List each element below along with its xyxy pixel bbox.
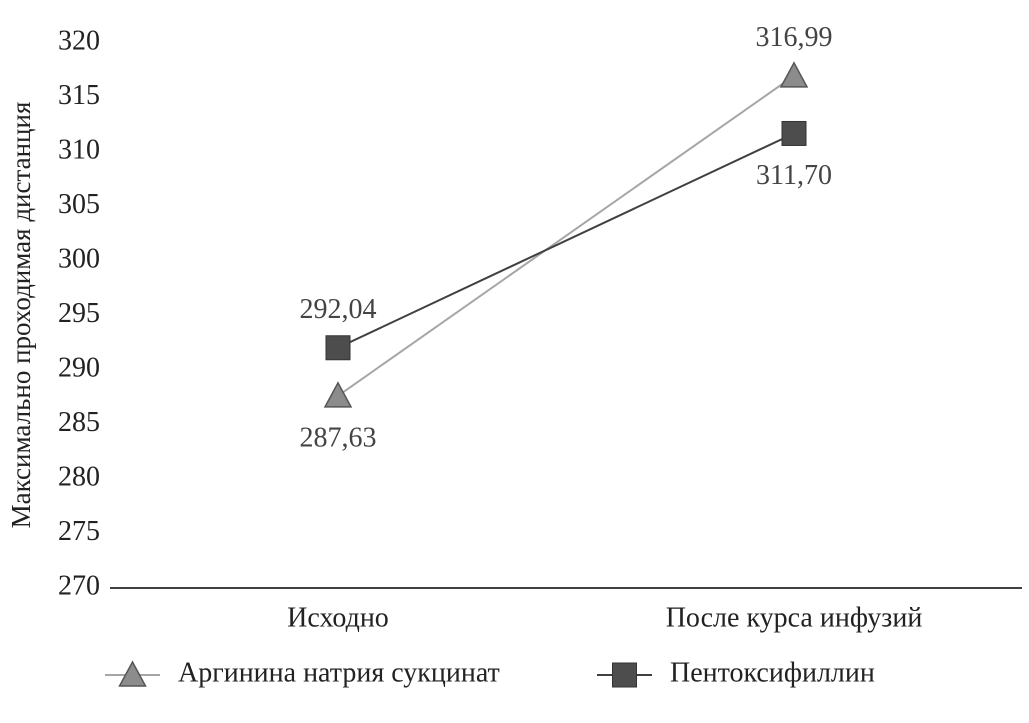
y-tick-label: 290 xyxy=(58,352,100,383)
y-tick-label: 320 xyxy=(58,25,100,56)
legend-marker xyxy=(612,662,637,688)
y-tick-label: 275 xyxy=(58,516,100,547)
y-tick-label: 280 xyxy=(58,461,100,492)
y-tick-label: 310 xyxy=(58,134,100,165)
legend-label: Пентоксифиллин xyxy=(670,657,875,688)
y-tick-label: 270 xyxy=(58,570,100,601)
data-label: 316,99 xyxy=(756,22,833,53)
series-line xyxy=(337,74,795,397)
legend-marker xyxy=(118,660,147,687)
data-label: 292,04 xyxy=(300,294,377,325)
y-tick-label: 295 xyxy=(58,298,100,329)
y-tick-label: 305 xyxy=(58,189,100,220)
legend-label: Аргинина натрия сукцинат xyxy=(178,657,500,688)
y-tick-label: 300 xyxy=(58,243,100,274)
series-line xyxy=(337,132,795,349)
data-point xyxy=(323,381,353,408)
x-tick-label: Исходно xyxy=(287,602,389,633)
data-point xyxy=(325,335,351,361)
x-tick-label: После курса инфузий xyxy=(666,602,923,633)
data-label: 311,70 xyxy=(756,160,832,191)
y-tick-label: 315 xyxy=(58,80,100,111)
data-label: 287,63 xyxy=(300,422,377,453)
y-axis-title: Максимально проходимая дистанция xyxy=(6,102,36,529)
y-tick-label: 285 xyxy=(58,407,100,438)
data-point xyxy=(779,61,809,88)
data-point xyxy=(781,120,807,146)
